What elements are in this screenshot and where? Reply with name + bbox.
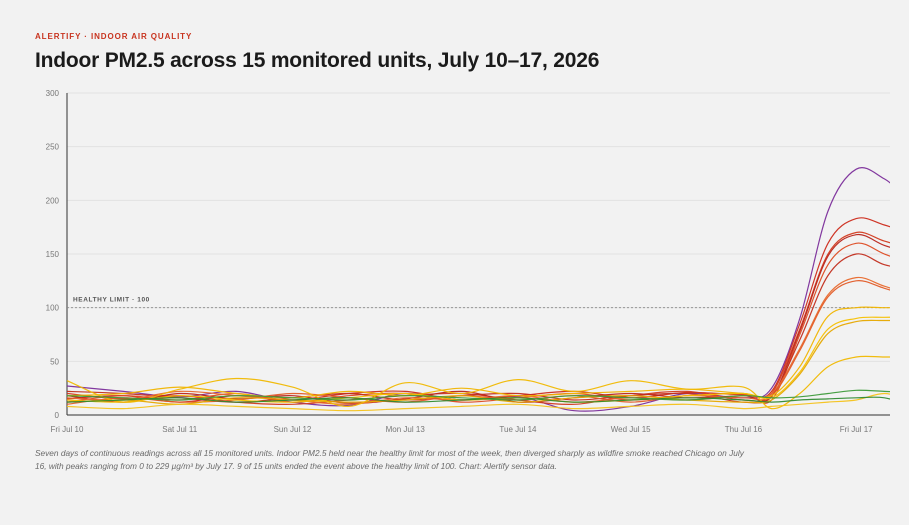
series-line-13: [67, 392, 890, 412]
chart-title: Indoor PM2.5 across 15 monitored units, …: [35, 49, 600, 72]
series-line-14: [67, 389, 890, 401]
y-tick-label: 50: [50, 357, 59, 366]
x-tick-label: Fri Jul 10: [51, 425, 84, 434]
healthy-limit-label: HEALTHY LIMIT · 100: [73, 297, 150, 304]
series-line-9: [67, 306, 890, 399]
x-tick-label: Wed Jul 15: [611, 425, 651, 434]
y-tick-label: 200: [46, 196, 60, 205]
x-tick-label: Thu Jul 16: [725, 425, 763, 434]
series-line-10: [67, 316, 890, 403]
x-tick-label: Mon Jul 13: [386, 425, 426, 434]
series-line-1: [67, 167, 890, 412]
x-tick-label: Sat Jul 11: [162, 425, 198, 434]
y-tick-label: 150: [46, 250, 60, 259]
x-tick-label: Sun Jul 12: [274, 425, 312, 434]
line-chart: 0 50 100 150 200 250 300 Fri Jul 10 Sat Jul 11 Su…: [46, 89, 890, 434]
y-tick-label: 250: [46, 143, 60, 152]
x-tick-label: Fri Jul 17: [840, 425, 873, 434]
series-line-12: [67, 355, 890, 410]
series-line-7: [67, 276, 890, 405]
x-tick-label: Tue Jul 14: [499, 425, 537, 434]
y-tick-label: 0: [55, 411, 60, 420]
y-tick-label: 100: [46, 304, 60, 313]
series-line-8: [67, 280, 890, 405]
y-tick-label: 300: [46, 89, 60, 98]
chart-caption: Seven days of continuous readings across…: [35, 448, 744, 471]
kicker: ALERTIFY · INDOOR AIR QUALITY: [35, 32, 193, 41]
series-line-15: [67, 396, 890, 403]
